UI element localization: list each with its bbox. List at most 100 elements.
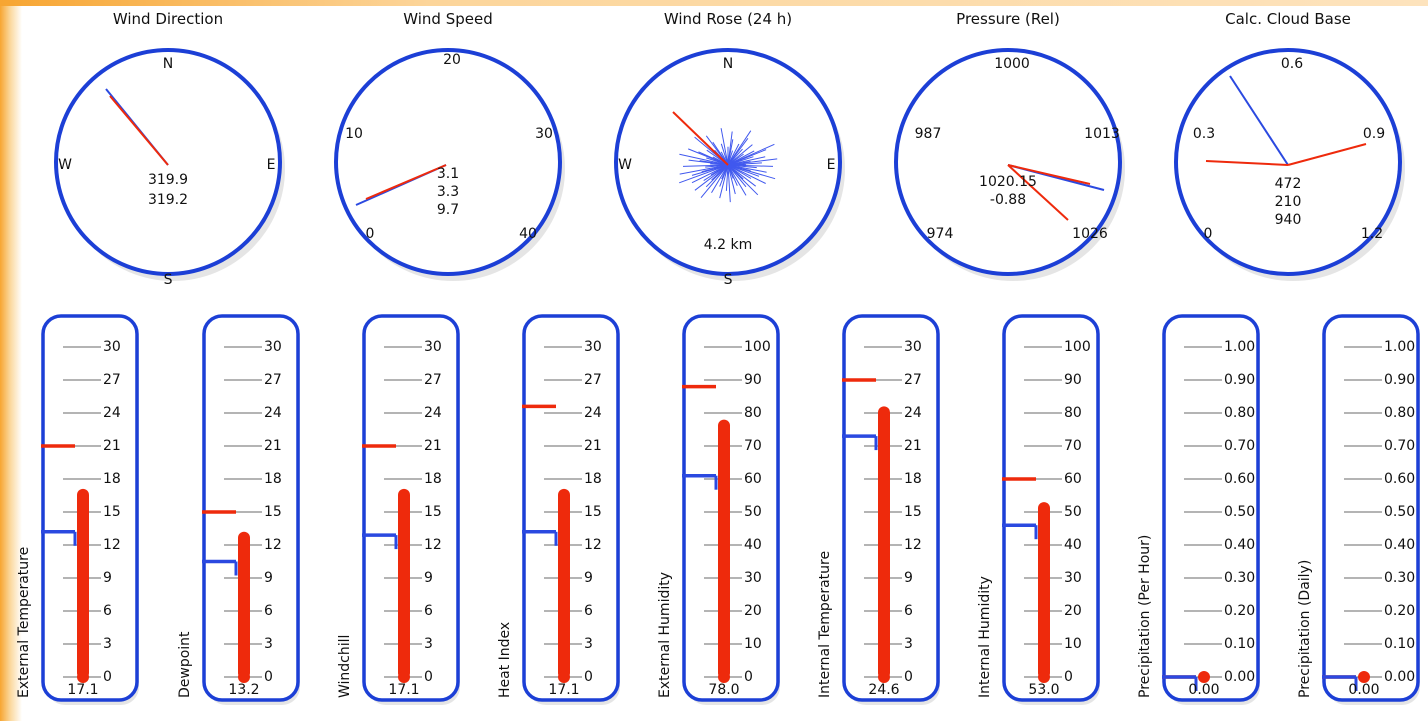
dial-title-cloud-base: Calc. Cloud Base xyxy=(1225,10,1351,28)
gauge-tick-label: 9 xyxy=(424,570,433,586)
gauge-frame xyxy=(362,314,460,702)
gauge-tick-label: 27 xyxy=(904,372,922,388)
dial-scale-label: E xyxy=(827,157,836,173)
gauge-value: 24.6 xyxy=(868,682,899,698)
gauge-tick-label: 9 xyxy=(264,570,273,586)
gauge-tick-label: 24 xyxy=(584,405,602,421)
gauge-tick-label: 30 xyxy=(584,339,602,355)
gauge-label: External Humidity xyxy=(657,571,673,698)
gauge-bulb xyxy=(398,671,410,683)
dial-readout: 3.3 xyxy=(437,184,459,200)
gauge-precipitation-daily: 1.00 0.90 0.80 0.70 0.60 0.50 0.40 0.30 0.20 0.10… xyxy=(1322,314,1420,705)
gauge-tick-label: 9 xyxy=(904,570,913,586)
gauge-tick-label: 30 xyxy=(904,339,922,355)
gauge-tick-label: 0.40 xyxy=(1384,537,1415,553)
gauge-tick-label: 0.60 xyxy=(1384,471,1415,487)
gauge-frame xyxy=(842,314,940,702)
dial-readout: 472 xyxy=(1275,176,1302,192)
gauge-tick-label: 0.10 xyxy=(1384,636,1415,652)
dial-readout: 940 xyxy=(1275,212,1302,228)
gauge-tick-label: 100 xyxy=(1064,339,1091,355)
gauge-tick-label: 0.00 xyxy=(1384,669,1415,685)
gauge-tick-label: 27 xyxy=(103,372,121,388)
gauge-tick-label: 0 xyxy=(584,669,593,685)
gauge-tick-label: 20 xyxy=(1064,603,1082,619)
dial-scale-label: N xyxy=(163,56,173,72)
dial-title-wind-rose: Wind Rose (24 h) xyxy=(663,10,793,28)
gauge-tick-label: 27 xyxy=(424,372,442,388)
gauge-tick-label: 30 xyxy=(264,339,282,355)
gauge-tick-label: 27 xyxy=(264,372,282,388)
gauge-tick-label: 1.00 xyxy=(1224,339,1255,355)
dial-readout: 319.9 xyxy=(148,172,188,188)
gauge-tick-label: 3 xyxy=(264,636,273,652)
dial-wind-speed: 20 30 40 0 10 3.1 3.3 9.7 xyxy=(334,48,565,281)
gauge-tick-label: 0.70 xyxy=(1224,438,1255,454)
gauge-tick-label: 12 xyxy=(264,537,282,553)
cloud-base-avg-needle xyxy=(1229,75,1289,166)
gauge-tick-label: 6 xyxy=(424,603,433,619)
gauge-tick-label: 9 xyxy=(103,570,112,586)
gauge-tick-label: 0 xyxy=(264,669,273,685)
gauge-tick-label: 0.20 xyxy=(1224,603,1255,619)
dial-cloud-base: 0.6 0.9 1.2 0 0.3 472 210 940 xyxy=(1174,48,1405,281)
gauge-tick-label: 30 xyxy=(424,339,442,355)
gauge-bulb xyxy=(878,671,890,683)
wind-speed-needle xyxy=(365,164,447,200)
gauge-tick-label: 18 xyxy=(103,471,121,487)
gauge-tick-label: 60 xyxy=(744,471,762,487)
gauge-tick-label: 12 xyxy=(584,537,602,553)
gauge-tick-label: 21 xyxy=(103,438,121,454)
gauge-tick-label: 30 xyxy=(1064,570,1082,586)
gauge-tick-label: 0 xyxy=(744,669,753,685)
dial-scale-label: 30 xyxy=(535,126,553,142)
wind-rose-direction-needle xyxy=(672,111,729,166)
dial-scale-label: 0.9 xyxy=(1363,126,1385,142)
cloud-base-min-needle xyxy=(1205,160,1289,166)
gauge-tick-label: 0 xyxy=(103,669,112,685)
dial-scale-label: 0 xyxy=(366,226,375,242)
gauge-label: External Temperature xyxy=(16,546,32,698)
gauge-tick-label: 30 xyxy=(744,570,762,586)
dial-scale-label: S xyxy=(164,272,173,288)
gauge-level-bar xyxy=(238,531,250,679)
gauge-tick-label: 24 xyxy=(264,405,282,421)
dial-readout: 1020.15 xyxy=(979,174,1037,190)
gauge-tick-label: 12 xyxy=(904,537,922,553)
gauge-tick-label: 100 xyxy=(744,339,771,355)
gauge-value: 0.00 xyxy=(1188,682,1219,698)
gauge-tick-label: 12 xyxy=(103,537,121,553)
gauge-tick-label: 70 xyxy=(744,438,762,454)
dial-scale-label: 1000 xyxy=(994,56,1030,72)
gauge-value: 17.1 xyxy=(548,682,579,698)
gauge-tick-label: 15 xyxy=(584,504,602,520)
gauge-bulb xyxy=(1038,671,1050,683)
gauge-tick-label: 15 xyxy=(904,504,922,520)
gauge-tick-label: 3 xyxy=(103,636,112,652)
gauge-level-bar xyxy=(878,406,890,679)
gauge-tick-label: 30 xyxy=(103,339,121,355)
dial-title-pressure: Pressure (Rel) xyxy=(956,10,1060,28)
gauge-tick-label: 21 xyxy=(264,438,282,454)
gauge-value: 78.0 xyxy=(708,682,739,698)
gauge-level-bar xyxy=(398,488,410,679)
gauge-tick-label: 0.90 xyxy=(1224,372,1255,388)
top-accent-bar xyxy=(0,0,1428,6)
gauge-precipitation-per-hour: 1.00 0.90 0.80 0.70 0.60 0.50 0.40 0.30 0.20 0.10… xyxy=(1162,314,1260,705)
gauge-tick-label: 10 xyxy=(744,636,762,652)
dial-scale-label: 0 xyxy=(1204,226,1213,242)
gauge-tick-label: 0.60 xyxy=(1224,471,1255,487)
gauge-frame xyxy=(1162,314,1260,702)
dial-scale-label: 20 xyxy=(443,52,461,68)
gauge-tick-label: 1.00 xyxy=(1384,339,1415,355)
gauge-tick-label: 21 xyxy=(904,438,922,454)
gauge-tick-label: 0 xyxy=(1064,669,1073,685)
gauge-tick-label: 0.20 xyxy=(1384,603,1415,619)
gauge-tick-label: 50 xyxy=(744,504,762,520)
gauge-value: 0.00 xyxy=(1348,682,1379,698)
gauge-bulb xyxy=(1198,671,1210,683)
